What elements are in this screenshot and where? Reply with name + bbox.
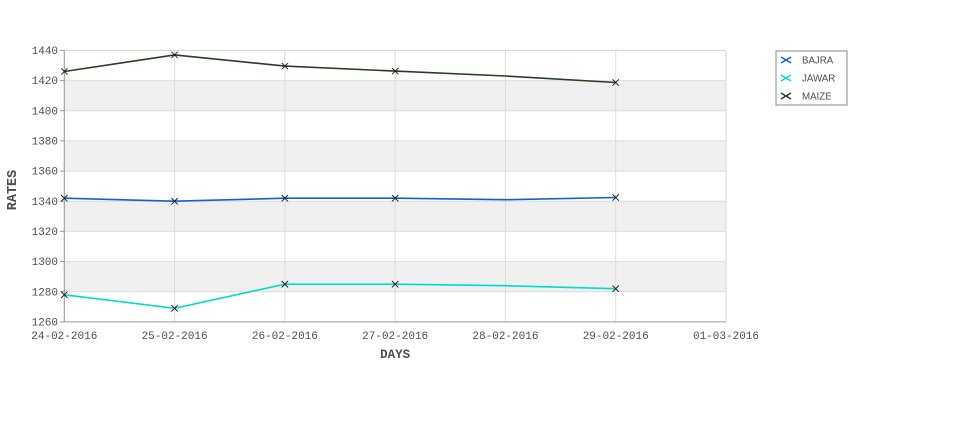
svg-text:MAIZE: MAIZE xyxy=(802,92,832,103)
svg-text:1400: 1400 xyxy=(32,106,58,118)
svg-text:1260: 1260 xyxy=(32,318,58,330)
svg-text:1300: 1300 xyxy=(32,257,58,269)
svg-text:26-02-2016: 26-02-2016 xyxy=(252,331,318,343)
svg-text:1380: 1380 xyxy=(32,137,58,149)
svg-text:29-02-2016: 29-02-2016 xyxy=(583,331,649,343)
svg-text:DAYS: DAYS xyxy=(380,348,411,362)
svg-text:25-02-2016: 25-02-2016 xyxy=(142,331,208,343)
svg-text:1420: 1420 xyxy=(32,76,58,88)
svg-text:BAJRA: BAJRA xyxy=(802,56,834,67)
svg-text:1340: 1340 xyxy=(32,197,58,209)
svg-text:24-02-2016: 24-02-2016 xyxy=(31,331,97,343)
svg-text:1280: 1280 xyxy=(32,287,58,299)
svg-text:01-03-2016: 01-03-2016 xyxy=(693,331,759,343)
svg-text:1360: 1360 xyxy=(32,167,58,179)
svg-text:27-02-2016: 27-02-2016 xyxy=(362,331,428,343)
svg-text:1440: 1440 xyxy=(32,46,58,58)
svg-text:1320: 1320 xyxy=(32,227,58,239)
svg-text:JAWAR: JAWAR xyxy=(802,74,835,85)
svg-text:28-02-2016: 28-02-2016 xyxy=(472,331,538,343)
svg-text:RATES: RATES xyxy=(6,170,21,211)
